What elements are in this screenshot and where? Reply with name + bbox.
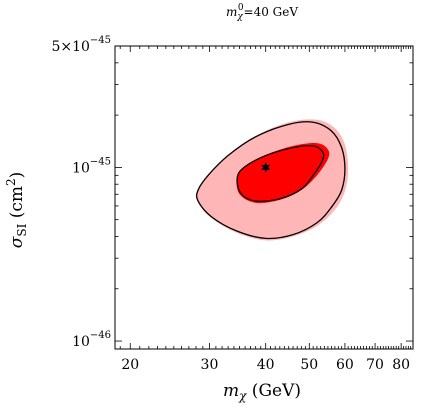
- title-base: m: [226, 5, 237, 19]
- outer-contour: [195, 121, 346, 240]
- points-layer: [261, 162, 271, 173]
- x-axis-title: mχ (GeV): [223, 381, 301, 403]
- ylabel-rest: (cm: [7, 186, 27, 224]
- ylabel-close: ): [7, 172, 27, 179]
- ylabel-base: σ: [7, 236, 27, 248]
- inner-contour: [236, 144, 325, 203]
- x-tick-label: 40: [257, 357, 275, 373]
- xlabel-base: m: [223, 381, 239, 401]
- y-axis-title: σSI (cm2): [4, 172, 29, 249]
- xlabel-sub: χ: [238, 389, 247, 403]
- ylabel-sup: 2: [4, 178, 18, 186]
- y-tick-label: 10−46: [72, 330, 111, 350]
- x-tick-label: 80: [392, 357, 410, 373]
- chart-title: mχ0=40 GeV: [226, 3, 298, 22]
- x-tick-label: 60: [336, 357, 354, 373]
- x-tick-label: 20: [121, 357, 139, 373]
- title-sup: 0: [238, 3, 244, 13]
- x-tick-label: 50: [300, 357, 318, 373]
- title-rest: =40 GeV: [244, 5, 299, 19]
- title-sub: χ: [236, 12, 243, 22]
- xlabel-rest: (GeV): [246, 381, 301, 401]
- ylabel-sub: SI: [15, 223, 29, 236]
- y-tick-label: 5×10−45: [51, 35, 111, 55]
- x-tick-label: 30: [201, 357, 219, 373]
- regions-layer: [195, 119, 349, 241]
- y-tick-label: 10−45: [72, 156, 111, 176]
- x-tick-label: 70: [366, 357, 384, 373]
- best-fit-marker: [261, 162, 271, 173]
- plot-frame: [114, 45, 414, 350]
